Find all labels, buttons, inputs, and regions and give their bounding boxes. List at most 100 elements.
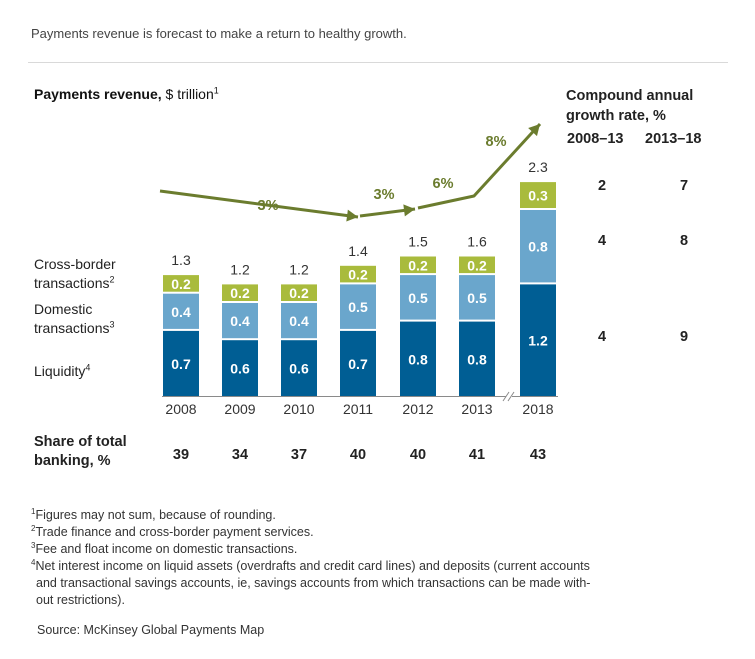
bar-domestic-transactions-2013 (459, 275, 495, 320)
bars-group (162, 182, 558, 402)
cagr-cross-border-2008-13: 2 (597, 178, 607, 194)
total-label-2018: 2.3 (528, 159, 548, 175)
footnote-4-cont1: and transactional savings accounts, ie, … (36, 576, 591, 590)
bar-domestic-transactions-2012 (400, 275, 436, 320)
total-label-2013: 1.6 (467, 234, 487, 250)
bar-cross-border-transactions-2008 (163, 275, 199, 292)
bar-cross-border-transactions-2010 (281, 284, 317, 301)
growth-arrow-2008-2011 (159, 189, 359, 219)
x-tick-2008: 2008 (165, 401, 196, 417)
value-label-cross-border-transactions-2018: 0.3 (528, 188, 548, 204)
bar-liquidity-2012 (400, 321, 436, 396)
footnote-4-cont2: out restrictions). (36, 593, 125, 607)
bar-liquidity-2010 (281, 340, 317, 396)
value-label-liquidity-2018: 1.2 (528, 333, 548, 349)
total-label-2010: 1.2 (289, 261, 309, 277)
legend-domestic-line2: transactions3 (34, 319, 115, 336)
cagr-liquidity-2008-13: 4 (597, 329, 607, 345)
bar-liquidity-2013 (459, 321, 495, 396)
legend-domestic: Domestic transactions3 (34, 300, 115, 338)
chart-title-sup: 1 (213, 85, 219, 96)
total-label-2009: 1.2 (230, 261, 250, 277)
value-label-domestic-transactions-2010: 0.4 (289, 313, 309, 329)
footnote-1: 1Figures may not sum, because of roundin… (31, 506, 276, 522)
value-label-domestic-transactions-2012: 0.5 (408, 290, 428, 306)
cagr-domestic-2013-18: 8 (679, 233, 689, 249)
bar-cross-border-transactions-2012 (400, 256, 436, 274)
bar-domestic-transactions-2018 (520, 210, 556, 283)
top-divider (28, 62, 728, 63)
value-label-liquidity-2008: 0.7 (171, 356, 191, 372)
bar-liquidity-2008 (163, 330, 199, 396)
value-label-cross-border-transactions-2012: 0.2 (408, 257, 428, 273)
labels-group: 0.7 0.4 0.2 1.3 2008 39 0.6 0.4 0.2 1.2 2009 34 0.6 0… (165, 134, 553, 463)
growth-arrow-2012-2018 (417, 122, 542, 210)
source-note: Source: McKinsey Global Payments Map (37, 623, 265, 637)
chart-subtitle: Payments revenue is forecast to make a r… (31, 26, 407, 41)
value-label-cross-border-transactions-2008: 0.2 (171, 276, 191, 292)
bar-domestic-transactions-2011 (340, 284, 376, 329)
value-label-liquidity-2012: 0.8 (408, 351, 428, 367)
bar-liquidity-2018 (520, 284, 556, 396)
cagr-domestic-2008-13: 4 (597, 233, 607, 249)
chart-title-unit: $ trillion (161, 86, 214, 102)
share-value-2009: 34 (232, 447, 248, 463)
x-tick-2013: 2013 (461, 401, 492, 417)
bar-domestic-transactions-2010 (281, 303, 317, 339)
growth-arrow-2011-2012-head (403, 204, 415, 217)
value-label-cross-border-transactions-2010: 0.2 (289, 285, 309, 301)
value-label-domestic-transactions-2011: 0.5 (348, 299, 368, 315)
legend-domestic-line1: Domestic (34, 301, 93, 317)
bar-domestic-transactions-2008 (163, 293, 199, 329)
bar-cross-border-transactions-2013 (459, 256, 495, 274)
cagr-cross-border-2013-18: 7 (679, 178, 689, 194)
legend-cross-border: Cross-border transactions2 (34, 255, 116, 293)
bar-liquidity-2011 (340, 330, 376, 396)
value-label-liquidity-2011: 0.7 (348, 356, 368, 372)
bar-domestic-transactions-2009 (222, 303, 258, 339)
growth-arrow-2012-2018-head (528, 124, 540, 137)
share-label: Share of total banking, % (34, 433, 127, 471)
cagr-title: Compound annual growth rate, % (566, 86, 693, 126)
bar-cross-border-transactions-2018 (520, 182, 556, 208)
footnote-3: 3Fee and float income on domestic transa… (31, 540, 298, 556)
growth-arrow-2008-2011-head (346, 209, 358, 222)
total-label-2008: 1.3 (171, 252, 191, 268)
cagr-liquidity-2013-18: 9 (679, 329, 689, 345)
value-label-domestic-transactions-2018: 0.8 (528, 239, 548, 255)
value-label-cross-border-transactions-2009: 0.2 (230, 285, 250, 301)
x-tick-2018: 2018 (522, 401, 553, 417)
growth-annotation-1: 3% (374, 187, 395, 203)
share-value-2008: 39 (173, 447, 189, 463)
footnote-2: 2Trade finance and cross-border payment … (31, 523, 314, 539)
value-label-liquidity-2009: 0.6 (230, 361, 250, 377)
growth-annotation-2: 6% (433, 176, 454, 192)
x-tick-2011: 2011 (343, 401, 373, 417)
growth-arrow-group (159, 122, 542, 222)
legend-cross-border-line1: Cross-border (34, 256, 116, 272)
share-label-line1: Share of total (34, 434, 127, 450)
x-tick-2010: 2010 (283, 401, 314, 417)
x-tick-2012: 2012 (402, 401, 433, 417)
total-label-2011: 1.4 (348, 243, 368, 259)
bar-cross-border-transactions-2011 (340, 265, 376, 283)
cagr-col1-header: 2008–13 (567, 131, 624, 147)
value-label-liquidity-2010: 0.6 (289, 361, 309, 377)
value-label-domestic-transactions-2008: 0.4 (171, 304, 191, 320)
cagr-title-line1: Compound annual (566, 88, 694, 104)
legend-cross-border-line2: transactions2 (34, 274, 115, 291)
value-label-cross-border-transactions-2013: 0.2 (467, 257, 487, 273)
value-label-domestic-transactions-2013: 0.5 (467, 290, 487, 306)
bar-cross-border-transactions-2009 (222, 284, 258, 301)
share-value-2012: 40 (410, 447, 426, 463)
share-value-2018: 43 (530, 447, 546, 463)
cagr-col2-header: 2013–18 (645, 131, 702, 147)
chart-title: Payments revenue, $ trillion1 (34, 86, 219, 102)
chart-title-bold: Payments revenue, (34, 86, 162, 102)
value-label-cross-border-transactions-2011: 0.2 (348, 267, 368, 283)
legend-liquidity: Liquidity4 (34, 362, 91, 379)
x-tick-2009: 2009 (224, 401, 255, 417)
share-value-2011: 40 (350, 447, 366, 463)
bar-liquidity-2009 (222, 340, 258, 396)
